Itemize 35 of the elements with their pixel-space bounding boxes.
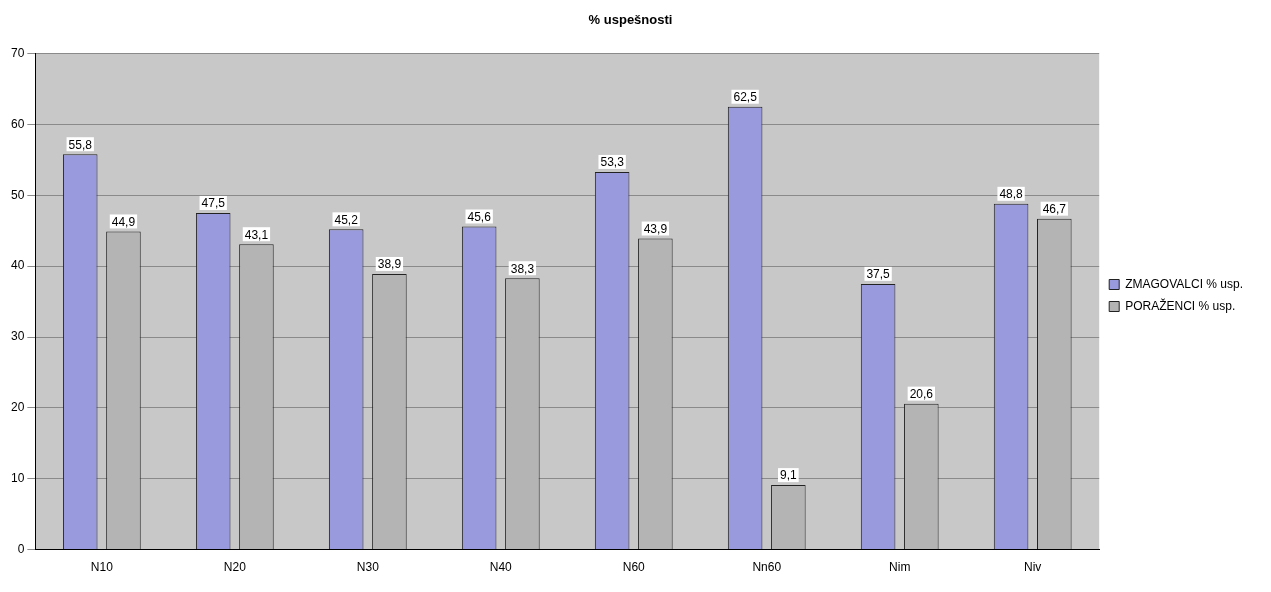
data-label: 38,9 [377,257,402,272]
data-label: 62,5 [733,90,758,105]
y-tick-label: 60 [10,116,25,131]
y-tick-label: 0 [17,541,25,556]
x-tick-label: N40 [489,560,513,575]
data-label: 9,1 [780,468,798,483]
data-label: 20,6 [909,386,934,401]
data-label: 43,9 [643,221,668,236]
x-tick-label: N30 [356,560,380,575]
data-label: 53,3 [600,155,625,170]
data-label: 46,7 [1042,202,1067,217]
y-tick-label: 30 [10,329,25,344]
x-tick-label: N20 [223,560,247,575]
data-label: 45,6 [467,209,492,224]
y-tick-label: 10 [10,471,25,486]
data-label: 38,3 [510,261,535,276]
data-label: 43,1 [244,227,269,242]
data-label: 55,8 [68,137,93,152]
data-label: 45,2 [334,212,359,227]
x-tick-label: N60 [622,560,646,575]
x-tick-label: N10 [90,560,114,575]
y-tick-label: 20 [10,400,25,415]
chart-title: % uspešnosti [588,12,673,28]
y-tick-label: 40 [10,258,25,273]
legend-label: ZMAGOVALCI % usp. [1125,276,1243,291]
x-tick-label: Niv [1024,560,1042,575]
data-label: 47,5 [201,196,226,211]
data-label: 44,9 [111,214,136,229]
x-tick-label: Nim [889,560,911,575]
data-label: 48,8 [999,187,1024,202]
x-tick-label: Nn60 [752,560,782,575]
legend-label: PORAŽENCI % usp. [1125,297,1236,313]
data-label: 37,5 [866,267,891,282]
y-tick-label: 70 [10,45,25,60]
y-tick-label: 50 [10,187,25,202]
